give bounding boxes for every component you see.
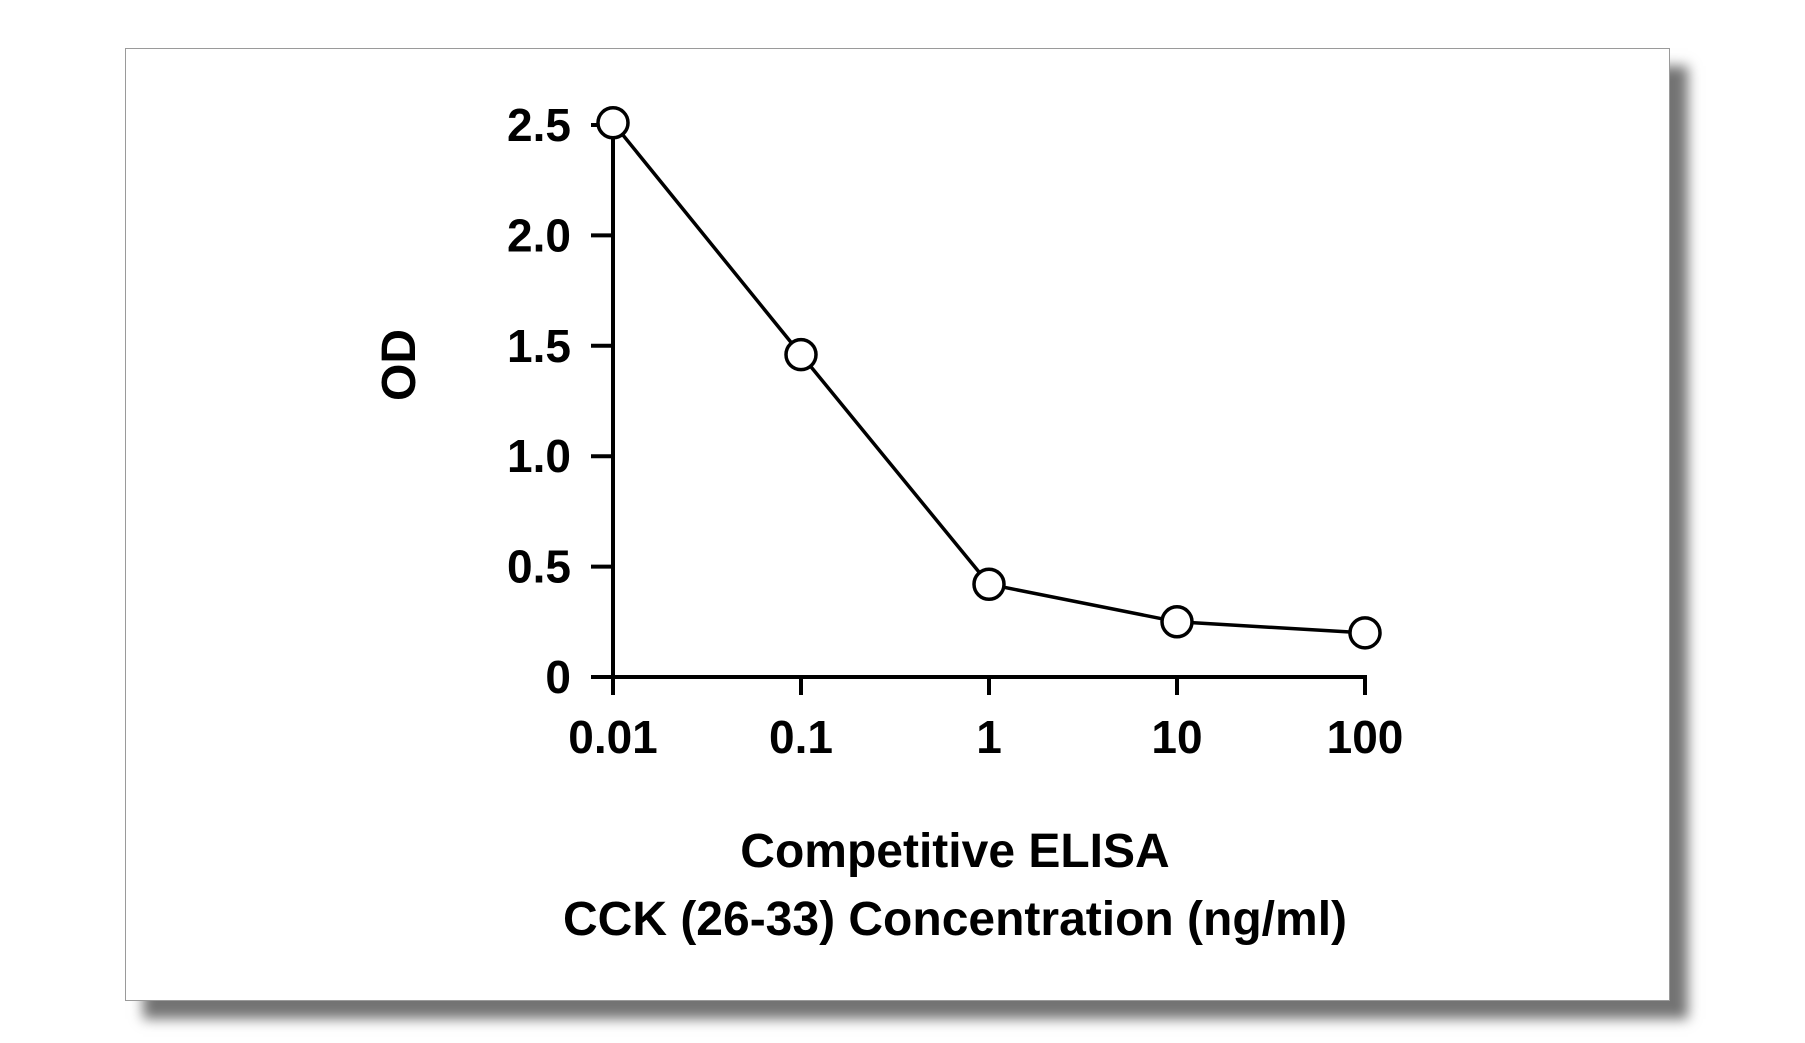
data-point	[596, 106, 630, 140]
data-point	[1348, 616, 1382, 650]
x-tick-label: 1	[976, 711, 1002, 763]
series-line	[611, 121, 1366, 635]
y-tick-label: 0	[545, 651, 571, 703]
data-point	[1160, 605, 1194, 639]
y-tick-label: 1.0	[507, 430, 571, 482]
chart-ticks: 0 0.5 1.0 1.5 2.0 2.5 0.01 0.1 1 10 100	[507, 99, 1403, 763]
x-tick-label: 0.01	[568, 711, 658, 763]
y-tick-label: 1.5	[507, 320, 571, 372]
y-axis-title: OD	[373, 329, 426, 401]
y-tick-label: 2.5	[507, 99, 571, 151]
x-tick-label: 0.1	[769, 711, 833, 763]
x-tick-label: 10	[1151, 711, 1202, 763]
chart-card	[125, 48, 1670, 1001]
chart-series	[596, 106, 1382, 650]
y-tick-label: 0.5	[507, 541, 571, 593]
x-tick-label: 100	[1327, 711, 1404, 763]
x-axis-title-line2: CCK (26-33) Concentration (ng/ml)	[563, 893, 1347, 946]
x-axis-title-line1: Competitive ELISA	[740, 825, 1169, 878]
y-tick-label: 2.0	[507, 209, 571, 261]
data-point	[784, 337, 818, 372]
data-point	[972, 567, 1006, 602]
